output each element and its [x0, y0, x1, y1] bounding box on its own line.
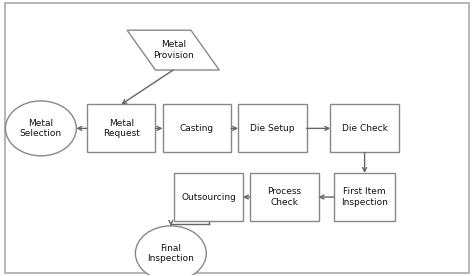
FancyBboxPatch shape — [330, 104, 399, 152]
FancyBboxPatch shape — [238, 104, 307, 152]
Ellipse shape — [5, 101, 76, 156]
FancyBboxPatch shape — [163, 104, 231, 152]
Text: Metal
Request: Metal Request — [103, 119, 140, 138]
Text: Outsourcing: Outsourcing — [181, 193, 236, 201]
Text: Casting: Casting — [180, 124, 214, 133]
Text: Die Check: Die Check — [342, 124, 388, 133]
Text: Metal
Provision: Metal Provision — [153, 40, 193, 60]
Ellipse shape — [136, 226, 206, 276]
Polygon shape — [127, 30, 219, 70]
FancyBboxPatch shape — [174, 173, 243, 221]
Text: Process
Check: Process Check — [267, 187, 301, 207]
Text: Die Setup: Die Setup — [250, 124, 295, 133]
FancyBboxPatch shape — [250, 173, 319, 221]
Text: Metal
Selection: Metal Selection — [20, 119, 62, 138]
Text: First Item
Inspection: First Item Inspection — [341, 187, 388, 207]
Text: Final
Inspection: Final Inspection — [147, 244, 194, 263]
FancyBboxPatch shape — [334, 173, 395, 221]
FancyBboxPatch shape — [87, 104, 155, 152]
